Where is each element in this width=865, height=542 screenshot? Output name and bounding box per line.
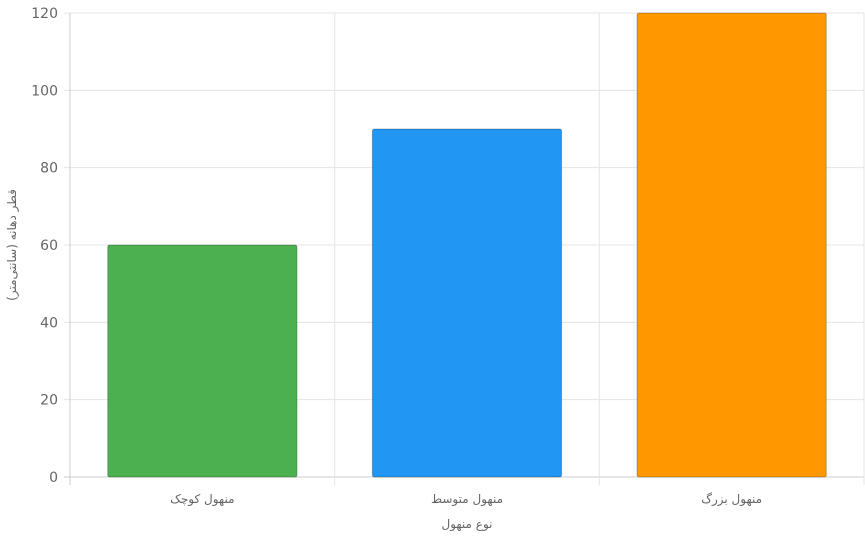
x-tick-label: منهول کوچک [170, 492, 234, 507]
bar [636, 12, 827, 478]
bar [107, 244, 298, 478]
x-axis-label: نوع منهول [441, 517, 492, 532]
x-tick-label: منهول بزرگ [701, 492, 762, 507]
bar [371, 128, 563, 478]
x-tick-label: منهول متوسط [431, 492, 503, 507]
y-axis-label: قطر دهانه (سانتی‌متر) [5, 189, 20, 301]
y-tick-label: 40 [40, 315, 58, 331]
y-tick-label: 0 [49, 470, 58, 486]
y-tick-label: 60 [40, 238, 58, 254]
y-tick-label: 20 [40, 393, 58, 409]
y-tick-label: 120 [31, 6, 58, 22]
y-tick-label: 80 [40, 161, 58, 177]
y-tick-label: 100 [31, 83, 58, 99]
